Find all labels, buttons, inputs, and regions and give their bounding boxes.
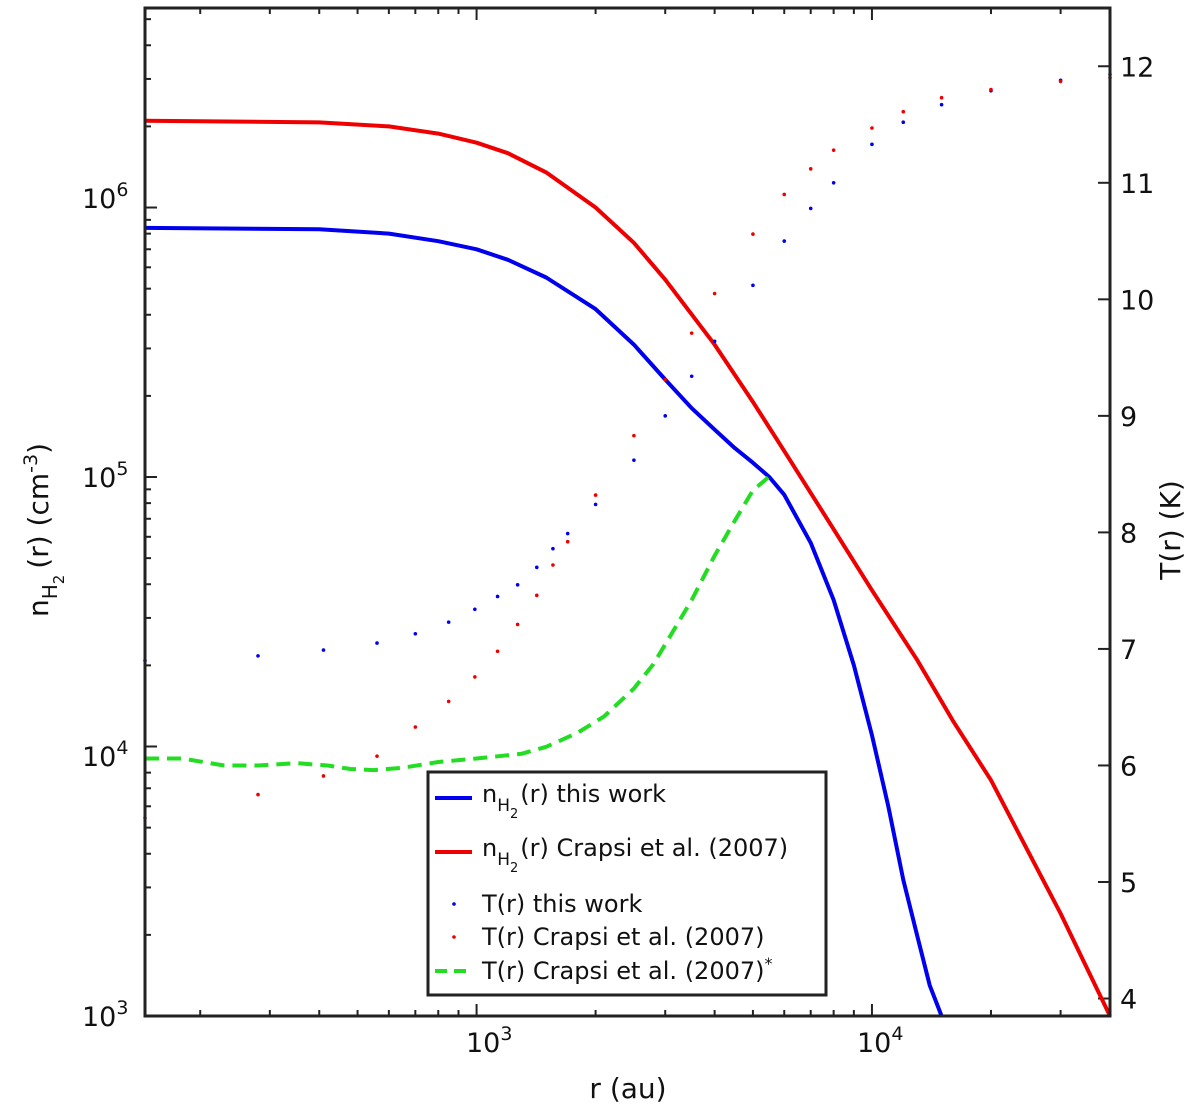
series-3-point xyxy=(689,331,694,335)
series-3-point xyxy=(473,675,477,679)
y-left-axis-label: nH2(r) (cm-3) xyxy=(20,443,68,617)
series-2-point xyxy=(495,594,500,599)
series-2-point xyxy=(593,502,598,507)
yright-tick-label: 6 xyxy=(1120,751,1137,782)
series-3-point xyxy=(712,291,717,296)
series-2-point xyxy=(901,120,906,125)
y-right-axis-label: T(r) (K) xyxy=(1154,480,1187,581)
legend-swatch-t-crapsi xyxy=(452,935,456,939)
series-4-line xyxy=(145,474,771,773)
legend-label-t-crapsi-star: T(r) Crapsi et al. (2007)* xyxy=(481,954,773,985)
series-3-point xyxy=(870,126,874,130)
series-2-point xyxy=(782,239,787,243)
series-0-line xyxy=(144,225,944,1017)
legend-label-t-this-work: T(r) this work xyxy=(481,890,642,918)
series-2-point xyxy=(413,631,418,636)
yleft-tick-label-1e3: 103 xyxy=(82,997,128,1033)
plot-frame xyxy=(143,6,1112,1018)
series-2-point xyxy=(632,458,636,462)
series-2-point xyxy=(831,180,836,185)
series-3-point xyxy=(831,148,836,152)
x-tick-label-1000: 103 xyxy=(466,1023,512,1059)
series-2-point xyxy=(446,620,451,624)
series-2-point xyxy=(751,283,755,288)
series-2-point xyxy=(663,414,668,418)
series-3-point xyxy=(413,725,418,729)
series-2-point xyxy=(375,641,379,645)
series-2-point xyxy=(515,583,520,587)
yleft-tick-label-1e5: 105 xyxy=(82,458,128,494)
series-3-point xyxy=(751,232,755,236)
series-2-point xyxy=(808,206,813,211)
legend-box xyxy=(426,770,828,997)
yright-tick-label: 8 xyxy=(1120,518,1137,549)
yleft-tick-label-1e6: 106 xyxy=(82,179,128,215)
series-2-point xyxy=(551,546,555,551)
x-axis-label: r (au) xyxy=(589,1072,666,1105)
series-3-point xyxy=(256,792,260,797)
legend-label-t-crapsi: T(r) Crapsi et al. (2007) xyxy=(481,923,765,951)
series-2-point xyxy=(939,102,944,107)
series-3-point xyxy=(901,109,906,114)
series-3-point xyxy=(551,563,555,567)
series-3-point xyxy=(515,622,520,627)
series-2-point xyxy=(712,339,717,344)
series-3-point xyxy=(446,699,451,704)
series-3-point xyxy=(565,539,570,544)
yright-tick-label: 4 xyxy=(1120,985,1137,1016)
series-3-point xyxy=(808,167,813,171)
series-2-point xyxy=(473,607,477,612)
yright-tick-label: 5 xyxy=(1120,868,1137,899)
legend-label-nh2-this-work: nH2(r) this work xyxy=(482,780,666,822)
legend-swatch-t-this-work xyxy=(452,902,456,906)
series-3-point xyxy=(593,493,598,497)
yright-tick-label: 7 xyxy=(1120,635,1137,666)
series-3-point xyxy=(632,433,636,438)
series-3-point xyxy=(1058,79,1063,84)
series-3-point xyxy=(989,87,993,92)
series-3-point xyxy=(321,774,326,778)
legend: nH2(r) this work nH2(r) Crapsi et al. (2… xyxy=(426,770,828,997)
series-1-line xyxy=(144,118,1112,1017)
series-2-point xyxy=(321,648,326,652)
series-2-point xyxy=(689,374,694,379)
yright-tick-label: 10 xyxy=(1120,285,1154,316)
series-3-point xyxy=(375,754,379,758)
series-3-point xyxy=(939,95,944,100)
yright-tick-labels: 4 5 6 7 8 9 10 11 12 xyxy=(1120,52,1154,1015)
legend-label-nh2-crapsi: nH2(r) Crapsi et al. (2007) xyxy=(482,834,788,876)
x-tick-label-10000: 104 xyxy=(857,1023,903,1059)
yright-tick-label: 11 xyxy=(1120,169,1154,200)
series-2-point xyxy=(565,531,570,536)
series-3-point xyxy=(782,192,787,197)
series-2-point xyxy=(256,654,260,658)
yleft-tick-label-1e4: 104 xyxy=(82,737,128,773)
series-3-point xyxy=(495,649,500,654)
yright-tick-label: 12 xyxy=(1120,52,1154,83)
series-2-point xyxy=(534,565,539,570)
series-3-point xyxy=(534,593,539,598)
series-3-point xyxy=(663,377,668,382)
series-2-point xyxy=(870,142,874,147)
yright-tick-label: 9 xyxy=(1120,402,1137,433)
